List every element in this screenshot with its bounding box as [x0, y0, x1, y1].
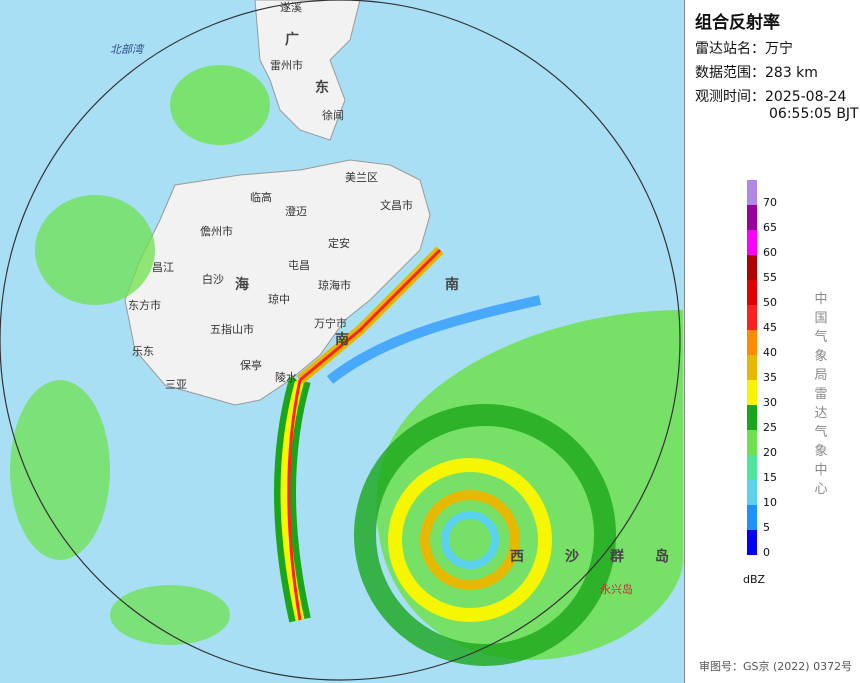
place-label: 五指山市 — [210, 322, 254, 336]
legend-swatch — [747, 255, 757, 280]
place-label: 琼海市 — [318, 278, 351, 292]
label: 雷达站名： — [695, 41, 765, 57]
place-label: 琼中 — [268, 292, 290, 306]
place-label: 岛 — [655, 548, 669, 565]
time-value: 06:55:05 BJT — [769, 106, 859, 122]
place-label: 屯昌 — [288, 259, 310, 272]
legend-tick-label: 60 — [763, 246, 777, 259]
legend-tick-label: 30 — [763, 396, 777, 409]
legend-tick-label: 45 — [763, 321, 777, 334]
legend-swatch — [747, 230, 757, 255]
place-label: 东 — [315, 79, 329, 96]
place-label: 文昌市 — [380, 198, 413, 212]
legend-swatch — [747, 180, 757, 205]
radar-echoes — [10, 65, 683, 666]
place-label: 澄迈 — [285, 204, 307, 218]
label: 数据范围： — [695, 65, 765, 81]
place-label: 保亭 — [240, 358, 262, 372]
legend-swatch — [747, 430, 757, 455]
place-label: 广 — [285, 31, 299, 48]
legend-tick-label: 55 — [763, 271, 777, 284]
place-label: 南 — [445, 276, 459, 293]
legend-tick-label: 40 — [763, 346, 777, 359]
time: 观测时间：2025-08-24 — [695, 86, 846, 106]
place-label: 沙 — [565, 549, 579, 565]
legend-tick-label: 50 — [763, 296, 777, 309]
legend-swatch — [747, 280, 757, 305]
place-label: 南 — [335, 331, 349, 348]
legend-swatch — [747, 380, 757, 405]
place-label: 儋州市 — [200, 224, 233, 238]
place-label: 定安 — [328, 236, 350, 250]
legend-swatch — [747, 330, 757, 355]
place-label: 西 — [510, 549, 524, 565]
place-label: 徐闻 — [322, 108, 344, 122]
legend-swatch — [747, 455, 757, 480]
legend-tick-label: 25 — [763, 421, 777, 434]
place-label: 万宁市 — [314, 316, 347, 330]
place-label: 雷州市 — [270, 58, 303, 72]
range-ring — [0, 0, 681, 681]
title: 组合反射率 — [695, 13, 780, 33]
place-label: 遂溪 — [280, 0, 302, 14]
place-label: 永兴岛 — [600, 582, 633, 596]
legend-tick-label: 70 — [763, 196, 777, 209]
legend-tick-label: 20 — [763, 446, 777, 459]
place-label: 乐东 — [132, 345, 154, 358]
legend-unit: dBZ — [743, 573, 766, 586]
legend-tick-label: 65 — [763, 221, 777, 234]
range: 数据范围：283 km — [695, 62, 818, 82]
place-label: 美兰区 — [345, 171, 378, 184]
legend-swatch — [747, 355, 757, 380]
info-panel: 组合反射率 雷达站名：万宁 数据范围：283 km 观测时间：2025-08-2… — [684, 0, 860, 683]
value: 283 km — [765, 65, 818, 81]
legend-swatch — [747, 305, 757, 330]
legend-tick-label: 10 — [763, 496, 777, 509]
legend-swatch — [747, 505, 757, 530]
value: 2025-08-24 — [765, 89, 847, 105]
place-label: 三亚 — [165, 378, 187, 391]
station: 雷达站名：万宁 — [695, 38, 793, 58]
legend-swatch — [747, 530, 757, 555]
place-label: 东方市 — [128, 298, 161, 312]
hainan-island — [124, 159, 431, 406]
legend-tick-label: 15 — [763, 471, 777, 484]
place-label: 陵水 — [275, 371, 297, 384]
place-label: 白沙 — [202, 272, 224, 286]
place-label: 群 — [609, 548, 624, 565]
place-label: 昌江 — [152, 261, 174, 274]
place-label: 临高 — [250, 190, 272, 204]
legend-swatch — [747, 205, 757, 230]
legend-tick-label: 0 — [763, 546, 770, 559]
review-number: 审图号：GS京 (2022) 0372号 — [699, 660, 853, 673]
credit: 中国气象局雷达气象中心 — [814, 292, 828, 497]
place-label: 北部湾 — [110, 43, 145, 56]
legend-swatch — [747, 405, 757, 430]
radar-map: 北部湾 广 东 雷州市 徐闻 海 南 临高 澄迈 儋州市 昌江 白沙 东方市 五… — [0, 0, 684, 683]
legend-tick-label: 35 — [763, 371, 777, 384]
legend-tick-label: 5 — [763, 521, 770, 534]
legend-swatch — [747, 480, 757, 505]
label: 观测时间： — [695, 89, 765, 105]
color-legend: 0 5 10 15 20 25 30 35 40 45 50 55 60 65 70 dBZ — [743, 180, 777, 586]
leizhou-peninsula — [254, 0, 361, 141]
place-label: 海 — [235, 276, 249, 293]
value: 万宁 — [765, 41, 793, 57]
